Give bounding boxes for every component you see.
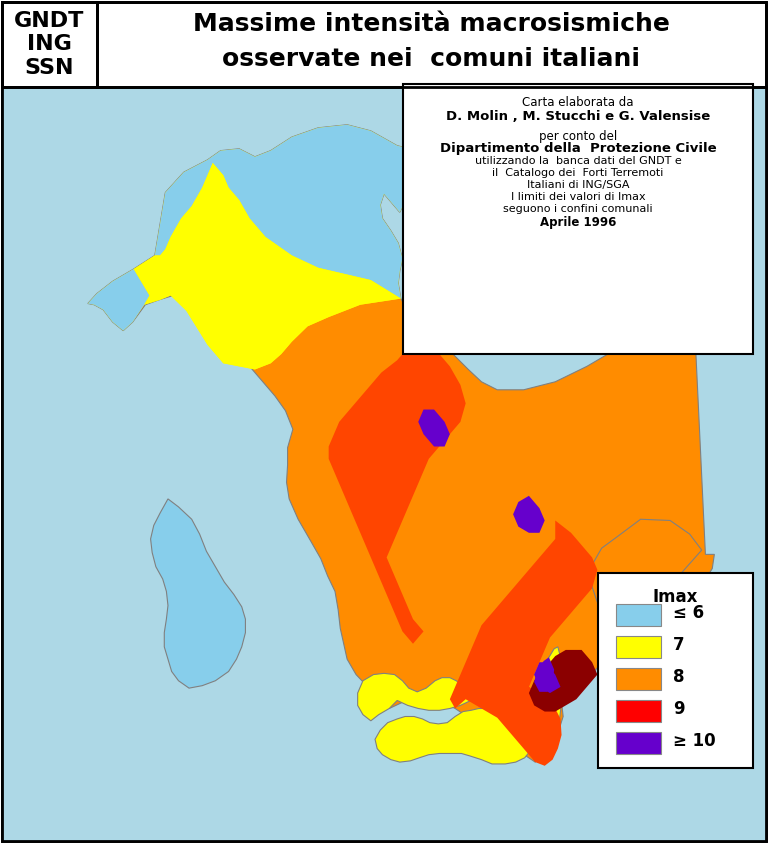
Text: Aprile 1996: Aprile 1996 [540,217,616,229]
Polygon shape [358,647,567,764]
Bar [616,604,661,626]
Bar [616,668,661,690]
Polygon shape [155,125,445,298]
Polygon shape [151,499,246,688]
Polygon shape [535,663,561,693]
Text: D. Molin , M. Stucchi e G. Valensise: D. Molin , M. Stucchi e G. Valensise [445,110,710,123]
Bar [616,636,661,658]
Text: seguono i confini comunali: seguono i confini comunali [503,204,653,214]
Text: Imax: Imax [653,588,698,606]
Polygon shape [535,658,554,692]
Bar [616,732,661,754]
Text: ≤ 6: ≤ 6 [673,604,704,622]
Polygon shape [513,496,545,533]
Text: il  Catalogo dei  Forti Terremoti: il Catalogo dei Forti Terremoti [492,169,664,179]
Polygon shape [522,687,561,765]
Polygon shape [329,341,465,644]
Polygon shape [88,125,714,762]
Bar [598,573,753,768]
Polygon shape [529,650,598,711]
Text: GNDT
ING
SSN: GNDT ING SSN [15,11,84,78]
Text: Dipartimento della  Protezione Civile: Dipartimento della Protezione Civile [439,142,717,155]
Text: 8: 8 [673,668,684,686]
Polygon shape [88,269,150,330]
Text: utilizzando la  banca dati del GNDT e: utilizzando la banca dati del GNDT e [475,156,681,166]
Text: Carta elaborata da: Carta elaborata da [522,96,634,110]
Text: osservate nei  comuni italiani: osservate nei comuni italiani [223,47,641,71]
Polygon shape [419,410,450,447]
Bar [403,84,753,354]
Polygon shape [88,125,445,369]
Polygon shape [134,163,401,369]
Text: Italiani di ING/SGA: Italiani di ING/SGA [527,180,629,191]
Text: ≥ 10: ≥ 10 [673,732,716,750]
Text: 7: 7 [673,636,684,654]
Bar [2,2,97,87]
Text: 9: 9 [673,700,684,718]
Bar [2,87,766,841]
Text: Massime intensità macrosismiche: Massime intensità macrosismiche [193,12,670,36]
Polygon shape [419,175,460,212]
Bar [616,700,661,722]
Text: I limiti dei valori di Imax: I limiti dei valori di Imax [511,192,645,202]
Polygon shape [450,520,598,762]
Text: per conto del: per conto del [539,131,617,143]
